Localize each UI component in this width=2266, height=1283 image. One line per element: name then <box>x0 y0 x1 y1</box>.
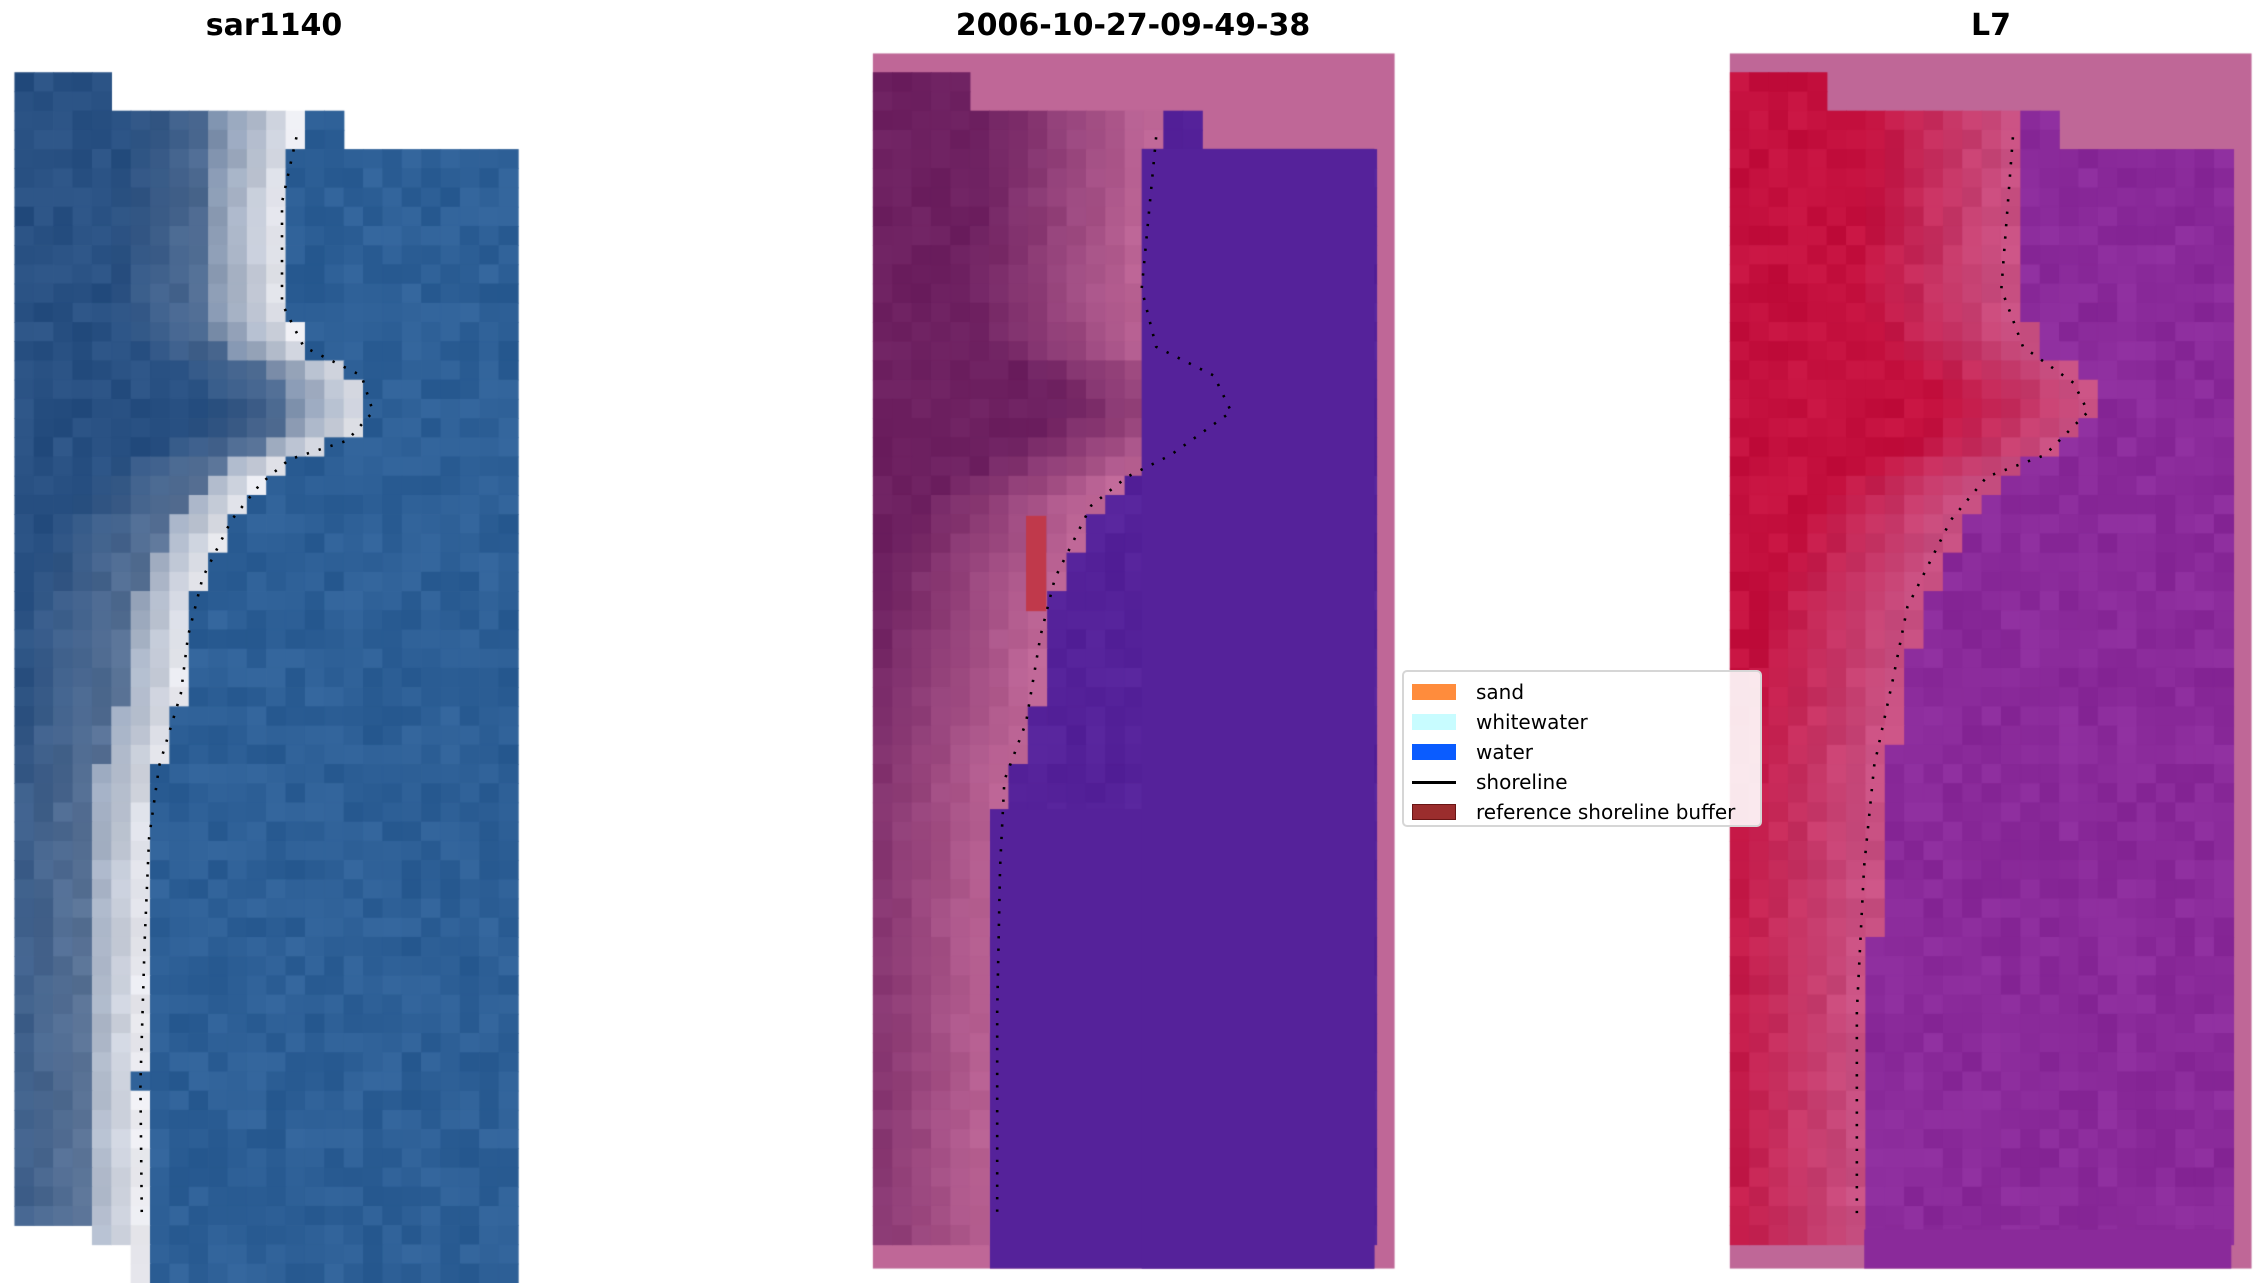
legend-item-reference-buffer: reference shoreline buffer <box>1412 798 1736 825</box>
whitewater-swatch <box>1412 714 1456 730</box>
shoreline-line-swatch <box>1412 780 1456 784</box>
legend-label: shoreline <box>1476 770 1568 794</box>
legend-label: water <box>1476 740 1533 764</box>
legend-item-shoreline: shoreline <box>1412 768 1568 796</box>
sand-swatch <box>1412 684 1456 700</box>
legend-item-water: water <box>1412 738 1533 766</box>
legend: sand whitewater water shoreline referenc… <box>1402 670 1762 827</box>
panel-title-classification: 2006-10-27-09-49-38 <box>955 8 1311 43</box>
panel-title-rgb: sar1140 <box>205 8 343 43</box>
legend-item-sand: sand <box>1412 678 1524 706</box>
shoreline-sensor <box>1855 137 2090 1221</box>
legend-label: whitewater <box>1476 710 1588 734</box>
buffer-swatch <box>1412 804 1456 820</box>
legend-label: sand <box>1476 680 1525 704</box>
shoreline-classification <box>995 137 1233 1221</box>
water-swatch <box>1412 744 1456 760</box>
legend-item-whitewater: whitewater <box>1412 708 1588 736</box>
legend-label: reference shoreline buffer <box>1476 800 1736 824</box>
shoreline-rgb <box>139 136 375 1221</box>
panel-title-sensor: L7 <box>1971 8 2011 43</box>
